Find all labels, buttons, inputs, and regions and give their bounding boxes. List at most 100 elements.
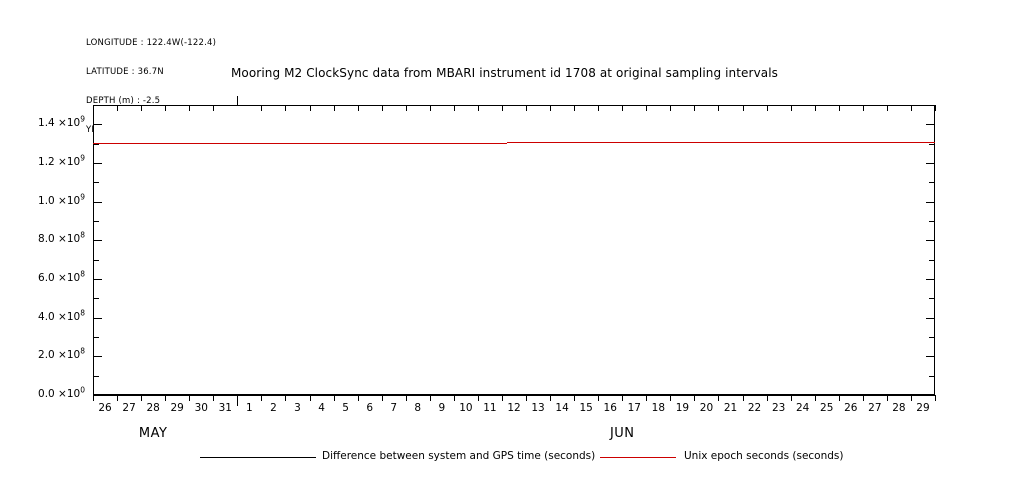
x-axis-tick [165, 395, 166, 401]
x-axis-tick [863, 395, 864, 401]
x-axis-tick [117, 395, 118, 401]
x-axis-tick [526, 395, 527, 401]
x-axis-tick-label: 14 [555, 402, 569, 414]
x-axis-tick-label: 20 [699, 402, 714, 414]
x-axis-tick-top [839, 105, 840, 111]
x-axis-tick-label: 21 [723, 402, 738, 414]
x-axis-tick-top [430, 105, 431, 111]
x-axis-tick-top [791, 105, 792, 111]
y-axis-major-tick-right [926, 356, 935, 357]
x-axis-tick-label: 31 [218, 402, 232, 414]
x-axis-tick [358, 395, 359, 401]
y-axis-major-tick [93, 124, 102, 125]
x-axis-tick [93, 395, 94, 401]
x-axis-tick-label: 15 [579, 402, 593, 414]
y-axis-minor-tick [93, 182, 99, 183]
x-axis-tick-label: 17 [627, 402, 641, 414]
x-axis-tick-label: 26 [98, 402, 112, 414]
x-axis-tick-top [141, 105, 142, 111]
x-axis-tick-label: 5 [342, 402, 349, 414]
y-axis-major-tick [93, 356, 102, 357]
y-axis-major-tick-right [926, 124, 935, 125]
x-axis-tick [285, 395, 286, 401]
y-axis-major-tick [93, 163, 102, 164]
y-axis-minor-tick [93, 260, 99, 261]
y-axis-minor-tick-right [929, 260, 935, 261]
x-axis-tick [839, 395, 840, 401]
y-axis-minor-tick [93, 376, 99, 377]
legend-swatch-line [600, 457, 676, 458]
y-axis-minor-tick-right [929, 182, 935, 183]
x-axis-tick-top [526, 105, 527, 111]
legend-entry-label: Unix epoch seconds (seconds) [684, 450, 844, 462]
legend-entry-label: Difference between system and GPS time (… [322, 450, 596, 462]
x-axis-tick [767, 395, 768, 401]
x-axis-tick-label: 2 [270, 402, 277, 414]
data-series-line [93, 142, 507, 144]
x-axis-tick-top [406, 105, 407, 111]
x-axis-tick-top [815, 105, 816, 111]
chart-legend: Difference between system and GPS time (… [0, 448, 1009, 472]
x-axis-tick-top [478, 105, 479, 111]
y-axis-minor-tick [93, 144, 99, 145]
x-axis-tick-top [598, 105, 599, 111]
x-axis-tick-label: 6 [366, 402, 373, 414]
y-axis-minor-tick-right [929, 144, 935, 145]
x-axis-tick-label: 29 [170, 402, 184, 414]
y-axis-minor-tick [93, 337, 99, 338]
x-axis-tick-top [502, 105, 503, 111]
y-axis-minor-tick [93, 298, 99, 299]
x-axis-tick-label: 4 [318, 402, 325, 414]
x-axis-tick [550, 395, 551, 401]
x-axis-tick-label: 8 [414, 402, 422, 414]
x-axis-tick-label: 27 [122, 402, 136, 414]
x-axis-tick-top [550, 105, 551, 111]
y-axis-major-tick [93, 202, 102, 203]
x-axis-tick-label: 24 [795, 402, 810, 414]
x-axis-tick [406, 395, 407, 401]
x-axis-tick [454, 395, 455, 401]
y-axis-minor-tick-right [929, 376, 935, 377]
x-axis-tick-top [165, 105, 166, 111]
x-axis-tick-label: 3 [294, 402, 301, 414]
x-axis-tick-label: 11 [483, 402, 497, 414]
y-axis-tick-label: 8.0 ×108 [38, 230, 85, 245]
x-axis-tick-label: 30 [194, 402, 208, 414]
x-axis-tick-label: 26 [844, 402, 858, 414]
x-axis-month-label: MAY [138, 426, 168, 441]
x-axis-tick-label: 22 [747, 402, 762, 414]
y-axis-tick-label: 1.0 ×109 [38, 192, 85, 207]
x-axis-tick [382, 395, 383, 401]
metadata-depth: DEPTH (m) : -2.5 [86, 95, 161, 106]
x-axis-tick-top [767, 105, 768, 111]
x-axis-tick [334, 395, 335, 401]
x-axis-tick-label: 28 [892, 402, 906, 414]
x-axis-tick-label: 18 [651, 402, 666, 414]
x-axis-tick-label: 12 [507, 402, 521, 414]
x-axis-tick [478, 395, 479, 401]
y-axis-minor-tick-right [929, 298, 935, 299]
data-series-line [506, 142, 935, 144]
x-axis-tick-label: 23 [771, 402, 786, 414]
y-axis-tick-label: 6.0 ×108 [38, 269, 85, 284]
x-axis-tick [310, 395, 311, 401]
x-axis-tick [718, 395, 719, 401]
x-axis-tick-label: 13 [531, 402, 545, 414]
x-axis-tick-top [454, 105, 455, 111]
x-axis-tick [622, 395, 623, 401]
y-axis-tick-label: 4.0 ×108 [38, 308, 85, 323]
legend-swatch-line [200, 457, 316, 458]
x-axis-tick [646, 395, 647, 401]
x-axis-tick-top [670, 105, 671, 111]
y-axis-major-tick [93, 279, 102, 280]
y-axis-major-tick-right [926, 318, 935, 319]
x-axis-tick [791, 395, 792, 401]
x-axis-tick-label: 16 [603, 402, 617, 414]
y-axis-tick-label: 0.0 ×100 [38, 385, 85, 400]
x-axis-tick-top [189, 105, 190, 111]
y-axis-minor-tick-right [929, 221, 935, 222]
x-axis-tick-top [334, 105, 335, 111]
x-axis-tick-top [93, 105, 94, 111]
x-axis-tick-top [694, 105, 695, 111]
chart-title: Mooring M2 ClockSync data from MBARI ins… [230, 66, 779, 80]
